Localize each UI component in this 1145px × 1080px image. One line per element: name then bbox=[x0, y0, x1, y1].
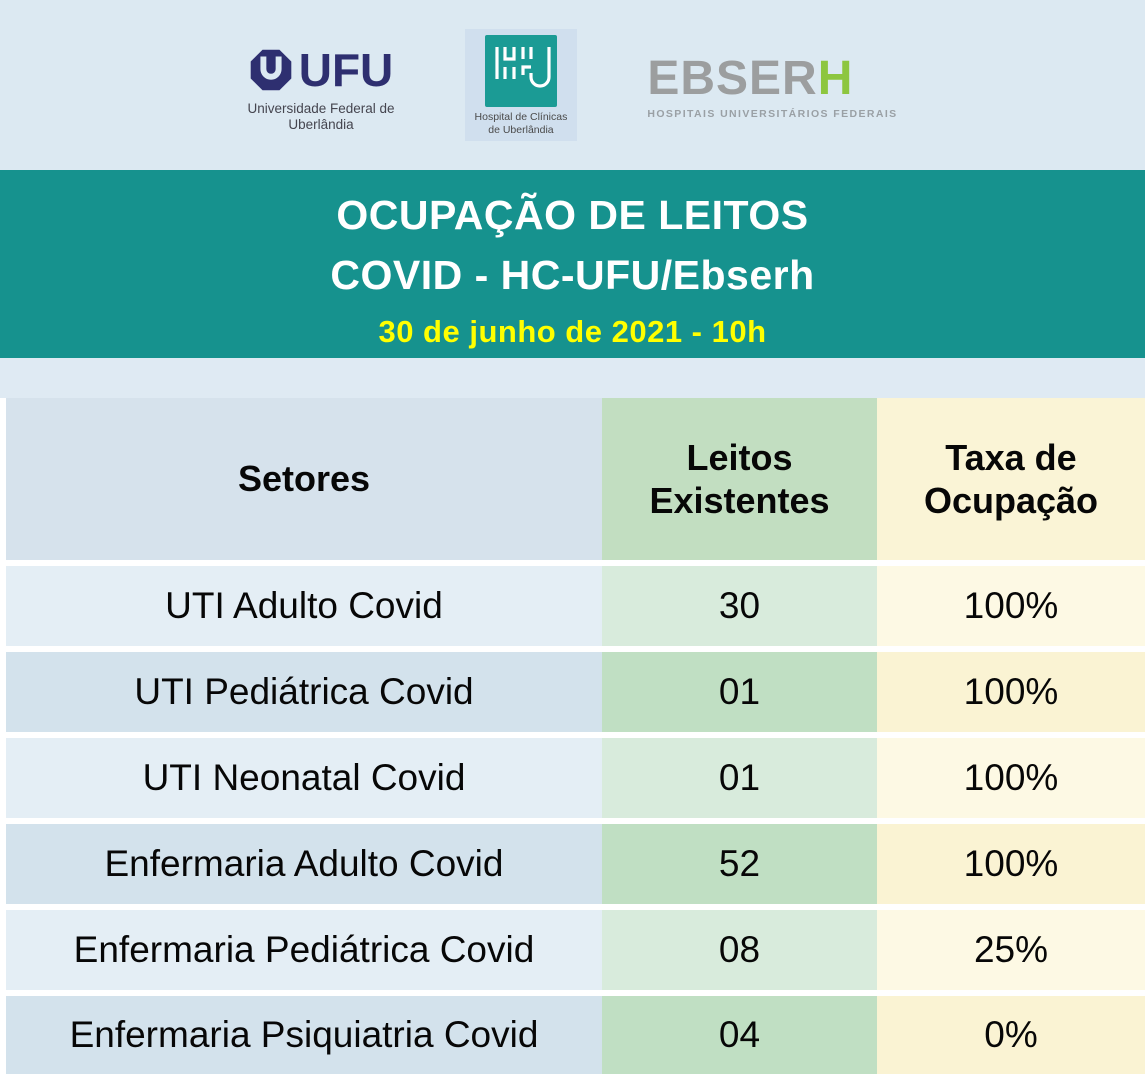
table-row: UTI Pediátrica Covid 01 100% bbox=[6, 652, 1145, 732]
hc-logo: Hospital de Clínicas de Uberlândia bbox=[464, 28, 578, 142]
cell-leitos: 30 bbox=[602, 566, 877, 646]
hc-subtitle-line1: Hospital de Clínicas bbox=[474, 110, 568, 123]
cell-taxa: 100% bbox=[877, 738, 1145, 818]
cell-taxa: 100% bbox=[877, 652, 1145, 732]
banner-title-line2: COVID - HC-UFU/Ebserh bbox=[330, 252, 815, 298]
ebserh-word-green: H bbox=[817, 51, 854, 105]
table-header-row: Setores Leitos Existentes Taxa de Ocupaç… bbox=[6, 398, 1145, 560]
cell-leitos: 01 bbox=[602, 738, 877, 818]
ufu-subtitle-line2: Uberlândia bbox=[288, 117, 354, 132]
ufu-octagon-icon bbox=[250, 49, 292, 91]
hc-subtitle: Hospital de Clínicas de Uberlândia bbox=[475, 111, 568, 136]
table-row: Enfermaria Pediátrica Covid 08 25% bbox=[6, 910, 1145, 990]
table-row: Enfermaria Psiquiatria Covid 04 0% bbox=[6, 996, 1145, 1074]
cell-leitos: 04 bbox=[602, 996, 877, 1074]
cell-setor: UTI Neonatal Covid bbox=[6, 738, 602, 818]
ufu-subtitle-line1: Universidade Federal de bbox=[247, 101, 395, 117]
title-banner: OCUPAÇÃO DE LEITOS COVID - HC-UFU/Ebserh… bbox=[0, 170, 1145, 358]
column-header-leitos-label: Leitos Existentes bbox=[649, 436, 830, 521]
banner-title-line1: OCUPAÇÃO DE LEITOS bbox=[336, 192, 809, 238]
ebserh-word-gray: EBSER bbox=[647, 51, 818, 105]
cell-taxa: 25% bbox=[877, 910, 1145, 990]
ufu-logo: UFU Universidade Federal de Uberlândia bbox=[247, 43, 394, 133]
table-row: UTI Neonatal Covid 01 100% bbox=[6, 738, 1145, 818]
cell-setor: Enfermaria Psiquiatria Covid bbox=[6, 996, 602, 1074]
table-row: Enfermaria Adulto Covid 52 100% bbox=[6, 824, 1145, 904]
ebserh-logo: EBSERH HOSPITAIS UNIVERSITÁRIOS FEDERAIS bbox=[647, 51, 898, 120]
banner-date: 30 de junho de 2021 - 10h bbox=[378, 314, 767, 349]
ebserh-wordmark: EBSERH bbox=[647, 51, 854, 105]
cell-leitos: 08 bbox=[602, 910, 877, 990]
column-header-setores: Setores bbox=[6, 398, 602, 560]
occupancy-table: Setores Leitos Existentes Taxa de Ocupaç… bbox=[6, 398, 1145, 1074]
cell-setor: UTI Adulto Covid bbox=[6, 566, 602, 646]
table-row: UTI Adulto Covid 30 100% bbox=[6, 566, 1145, 646]
column-header-leitos: Leitos Existentes bbox=[602, 398, 877, 560]
spacer-band bbox=[0, 358, 1145, 398]
cell-setor: Enfermaria Adulto Covid bbox=[6, 824, 602, 904]
ebserh-subtitle: HOSPITAIS UNIVERSITÁRIOS FEDERAIS bbox=[647, 107, 898, 120]
column-header-taxa-label: Taxa de Ocupação bbox=[923, 436, 1099, 521]
column-header-taxa: Taxa de Ocupação bbox=[877, 398, 1145, 560]
cell-taxa: 100% bbox=[877, 566, 1145, 646]
logo-band: UFU Universidade Federal de Uberlândia bbox=[0, 0, 1145, 170]
hc-subtitle-line2: de Uberlândia bbox=[488, 123, 554, 136]
cell-setor: Enfermaria Pediátrica Covid bbox=[6, 910, 602, 990]
cell-setor: UTI Pediátrica Covid bbox=[6, 652, 602, 732]
ufu-acronym: UFU bbox=[298, 44, 394, 97]
hc-maze-square-icon bbox=[484, 34, 557, 107]
cell-leitos: 01 bbox=[602, 652, 877, 732]
cell-taxa: 0% bbox=[877, 996, 1145, 1074]
cell-taxa: 100% bbox=[877, 824, 1145, 904]
ufu-subtitle: Universidade Federal de Uberlândia bbox=[247, 101, 394, 133]
cell-leitos: 52 bbox=[602, 824, 877, 904]
ufu-logo-top: UFU bbox=[249, 43, 394, 97]
